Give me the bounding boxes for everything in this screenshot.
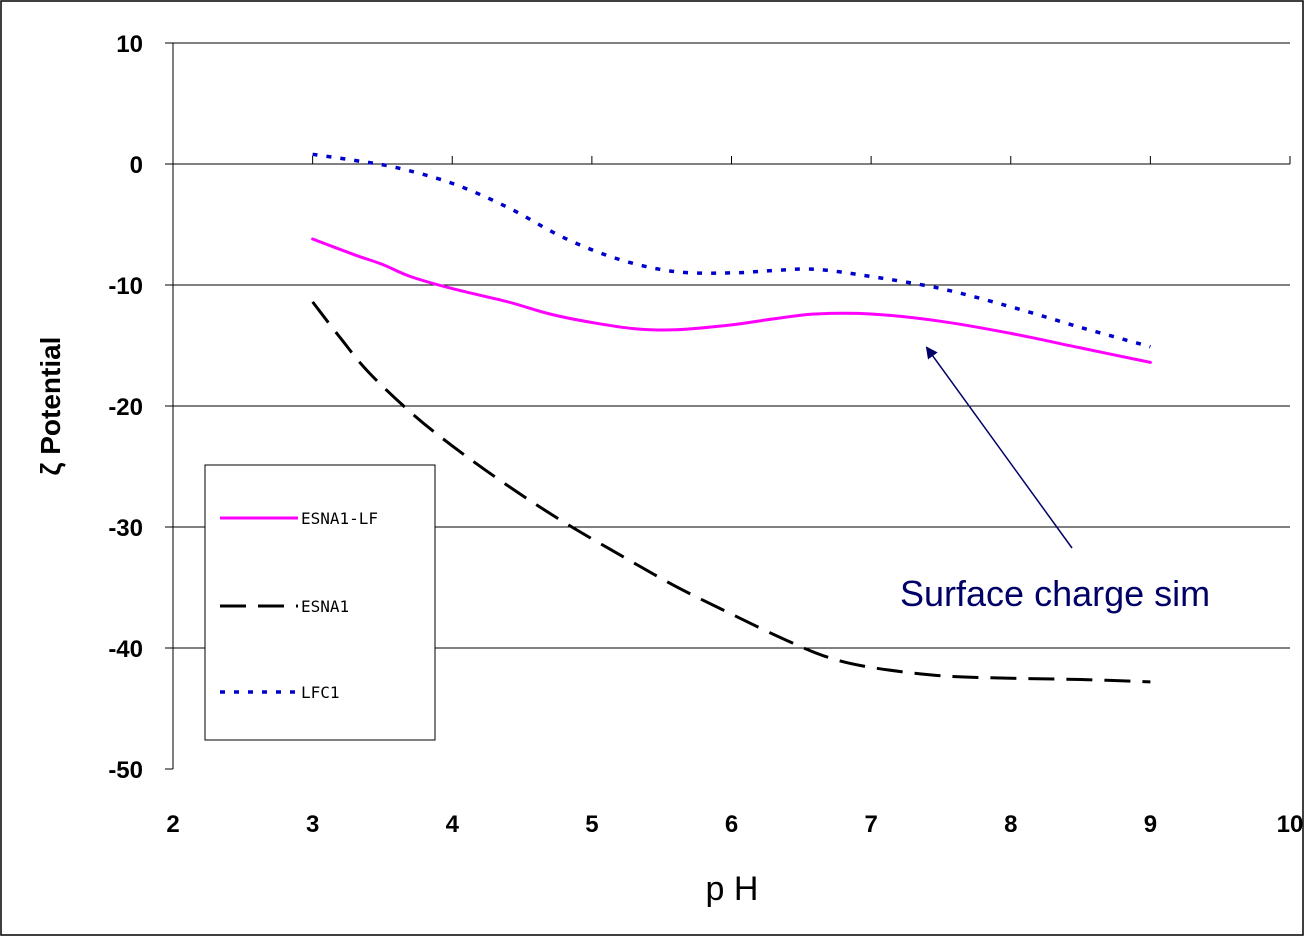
legend: ESNA1-LF ESNA1 LFC1	[204, 464, 436, 741]
annotation: Surface charge sim	[900, 346, 1210, 614]
series-line-esna1	[311, 300, 1151, 684]
y-tick-label-0: 10	[116, 31, 143, 58]
y-tick-label-3: -20	[108, 394, 143, 421]
x-tick-label-2: 4	[446, 811, 460, 838]
tick-labels: 10 0 -10 -20 -30 -40 -50 2 3 4 5 6 7 8 9 10	[108, 31, 1303, 838]
annotation-text: Surface charge sim	[900, 573, 1210, 614]
y-tick-label-5: -40	[108, 636, 143, 663]
y-axis-title: ζ Potential	[35, 337, 66, 476]
y-tick-label-6: -50	[108, 757, 143, 784]
x-tick-label-6: 8	[1004, 811, 1017, 838]
series-lines	[311, 152, 1152, 684]
legend-items: ESNA1-LF ESNA1 LFC1	[220, 509, 378, 702]
series-line-lfc1	[312, 152, 1151, 349]
legend-label-esna1: ESNA1	[301, 597, 349, 616]
legend-label-esna1-lf: ESNA1-LF	[301, 509, 378, 528]
axes	[165, 42, 1291, 770]
x-tick-label-4: 6	[725, 811, 738, 838]
annotation-arrow	[925, 346, 1073, 549]
x-tick-label-0: 2	[166, 811, 179, 838]
legend-box	[204, 464, 436, 741]
y-tick-label-2: -10	[108, 273, 143, 300]
y-tick-label-1: 0	[130, 152, 143, 179]
x-tick-label-3: 5	[585, 811, 598, 838]
x-tick-label-1: 3	[306, 811, 319, 838]
x-axis-title: p H	[706, 870, 759, 908]
series-line-esna1-lf	[311, 237, 1152, 364]
legend-label-lfc1: LFC1	[301, 683, 340, 702]
x-tick-label-8: 10	[1277, 811, 1304, 838]
x-tick-label-7: 9	[1144, 811, 1157, 838]
y-tick-label-4: -30	[108, 515, 143, 542]
x-tick-label-5: 7	[864, 811, 877, 838]
